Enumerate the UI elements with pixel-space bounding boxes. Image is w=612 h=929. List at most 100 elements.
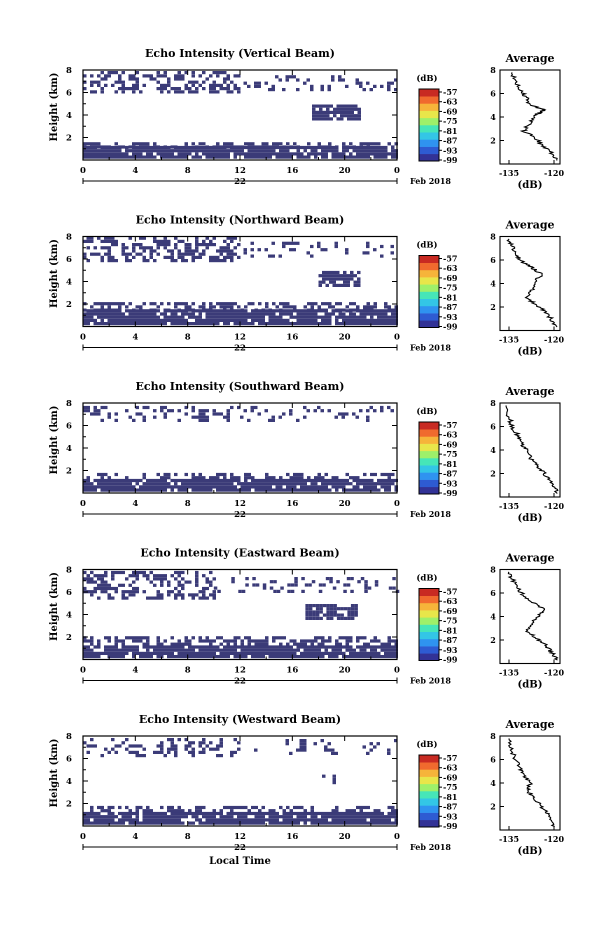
echo-cell (331, 809, 335, 813)
echo-cell (380, 482, 384, 486)
echo-cell (86, 152, 90, 156)
echo-cell (100, 818, 104, 822)
echo-cell (384, 315, 388, 319)
echo-cell (125, 818, 129, 822)
avg-y-tick-label: 4 (490, 279, 496, 289)
echo-cell (339, 277, 343, 281)
echo-cell (146, 596, 150, 600)
echo-cell (356, 149, 360, 153)
echo-cell (177, 651, 181, 655)
echo-cell (153, 149, 157, 153)
echo-cell (244, 805, 248, 810)
echo-cell (212, 409, 216, 413)
echo-cell (226, 246, 230, 250)
echo-cell (244, 648, 248, 652)
colorbar-segment (419, 617, 439, 625)
echo-cell (293, 639, 297, 643)
echo-cell (90, 149, 94, 153)
avg-x-tick-label: -120 (544, 501, 564, 511)
echo-cell (156, 309, 160, 313)
echo-cell (153, 236, 157, 240)
echo-cell (366, 142, 370, 146)
echo-cell (111, 315, 115, 319)
echo-cell (205, 811, 209, 816)
echo-cell (111, 236, 115, 240)
echo-cell (118, 488, 122, 492)
x-tick-label: 0 (394, 166, 400, 176)
echo-cell (244, 322, 248, 326)
echo-cell (321, 478, 325, 483)
echo-cell (216, 71, 220, 75)
echo-cell (319, 604, 323, 608)
echo-cell (90, 80, 94, 84)
echo-cell (125, 738, 129, 742)
echo-cell (156, 821, 160, 825)
echo-cell (328, 142, 332, 146)
echo-cell (202, 249, 206, 253)
echo-cell (356, 145, 360, 150)
echo-cell (349, 145, 353, 150)
echo-cell (352, 478, 356, 483)
echo-cell (177, 315, 181, 319)
echo-cell (300, 318, 304, 322)
avg-y-tick-label: 2 (490, 136, 496, 146)
echo-cell (359, 149, 363, 153)
colorbar-tick-label: -81 (443, 126, 457, 136)
echo-cell (366, 751, 370, 755)
echo-cell (237, 315, 241, 319)
echo-cell (251, 152, 255, 156)
echo-cell (125, 747, 129, 751)
echo-cell (209, 642, 213, 646)
colorbar-tick-label: -69 (443, 273, 458, 283)
echo-cell (345, 309, 349, 313)
echo-cell (335, 482, 339, 486)
average-title: Average (504, 552, 554, 565)
echo-cell (118, 583, 122, 587)
echo-cell (364, 580, 368, 584)
echo-cell (100, 418, 104, 422)
echo-cell (163, 648, 167, 652)
echo-cell (181, 255, 185, 259)
echo-cell (177, 418, 181, 422)
echo-cell (366, 815, 370, 819)
echo-cell (370, 312, 374, 316)
date-month: Feb 2018 (410, 343, 451, 353)
echo-cell (315, 604, 320, 608)
echo-cell (212, 318, 216, 322)
colorbar-unit: (dB) (416, 573, 437, 584)
echo-cell (167, 155, 171, 159)
echo-cell (174, 315, 178, 319)
echo-cell (114, 145, 118, 150)
echo-cell (111, 815, 115, 819)
echo-cell (132, 574, 136, 578)
echo-cell (202, 747, 206, 751)
echo-cell (195, 485, 199, 489)
echo-cell (97, 655, 101, 659)
echo-cell (342, 318, 346, 322)
echo-cell (156, 74, 160, 78)
echo-cell (321, 476, 325, 480)
echo-cell (146, 574, 150, 578)
echo-cell (321, 488, 325, 492)
echo-cell (142, 236, 146, 240)
echo-cell (191, 409, 195, 413)
echo-cell (363, 805, 367, 810)
echo-cell (111, 738, 115, 742)
echo-cell (336, 613, 341, 617)
echo-cell (293, 648, 297, 652)
echo-cell (167, 152, 171, 156)
echo-cell (350, 577, 354, 581)
echo-cell (268, 418, 272, 422)
echo-cell (272, 309, 276, 313)
echo-cell (338, 642, 342, 646)
echo-cell (320, 84, 324, 88)
echo-cell (121, 651, 125, 655)
echo-cell (128, 415, 132, 419)
echo-cell (308, 604, 313, 608)
echo-cell (83, 149, 87, 153)
echo-cell (384, 482, 388, 486)
echo-cell (394, 648, 398, 652)
echo-cell (233, 636, 237, 640)
echo-cell (107, 583, 111, 587)
echo-cell (160, 90, 164, 94)
